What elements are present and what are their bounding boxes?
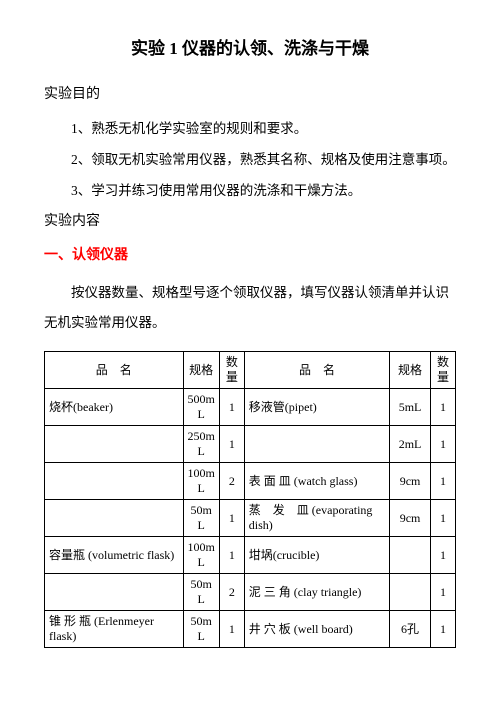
cell-qty: 1	[430, 463, 455, 500]
table-row: 容量瓶 (volumetric flask) 100mL 1 坩埚(crucib…	[45, 537, 456, 574]
cell-name: 容量瓶 (volumetric flask)	[45, 537, 184, 574]
table-row: 250mL 1 2mL 1	[45, 426, 456, 463]
table-row: 50mL 1 蒸 发 皿 (evaporating dish) 9cm 1	[45, 500, 456, 537]
cell-name	[45, 500, 184, 537]
cell-qty: 2	[219, 574, 244, 611]
cell-qty: 1	[219, 500, 244, 537]
cell-spec: 6孔	[390, 611, 431, 648]
header-name-left: 品 名	[45, 352, 184, 389]
cell-qty: 2	[219, 463, 244, 500]
cell-spec: 9cm	[390, 500, 431, 537]
cell-name	[45, 574, 184, 611]
header-name-right: 品 名	[244, 352, 389, 389]
cell-qty: 1	[430, 574, 455, 611]
cell-spec: 5mL	[390, 389, 431, 426]
cell-name: 移液管(pipet)	[244, 389, 389, 426]
equipment-table: 品 名 规格 数量 品 名 规格 数量 烧杯(beaker) 500mL 1 移…	[44, 351, 456, 648]
cell-qty: 1	[430, 611, 455, 648]
cell-qty: 1	[219, 389, 244, 426]
purpose-item: 1、熟悉无机化学实验室的规则和要求。	[44, 115, 456, 142]
cell-name: 坩埚(crucible)	[244, 537, 389, 574]
purpose-item: 3、学习并练习使用常用仪器的洗涤和干燥方法。	[44, 177, 456, 204]
cell-name	[45, 426, 184, 463]
cell-spec	[390, 537, 431, 574]
cell-qty: 1	[219, 426, 244, 463]
header-spec-left: 规格	[183, 352, 219, 389]
cell-qty: 1	[430, 500, 455, 537]
cell-name: 烧杯(beaker)	[45, 389, 184, 426]
cell-qty: 1	[430, 389, 455, 426]
cell-name: 蒸 发 皿 (evaporating dish)	[244, 500, 389, 537]
cell-name: 表 面 皿 (watch glass)	[244, 463, 389, 500]
table-row: 锥 形 瓶 (Erlenmeyer flask) 50mL 1 井 穴 板 (w…	[45, 611, 456, 648]
cell-qty: 1	[219, 611, 244, 648]
cell-name	[244, 426, 389, 463]
cell-qty: 1	[219, 537, 244, 574]
cell-qty: 1	[430, 426, 455, 463]
header-qty-left: 数量	[219, 352, 244, 389]
cell-spec: 500mL	[183, 389, 219, 426]
cell-name	[45, 463, 184, 500]
cell-name: 井 穴 板 (well board)	[244, 611, 389, 648]
content-heading: 实验内容	[44, 210, 456, 230]
cell-spec: 50mL	[183, 611, 219, 648]
cell-spec: 100mL	[183, 463, 219, 500]
cell-name: 泥 三 角 (clay triangle)	[244, 574, 389, 611]
cell-spec: 250mL	[183, 426, 219, 463]
header-qty-right: 数量	[430, 352, 455, 389]
cell-spec: 2mL	[390, 426, 431, 463]
page-title: 实验 1 仪器的认领、洗涤与干燥	[44, 34, 456, 59]
subheading-claim: 一、认领仪器	[44, 244, 456, 264]
cell-qty: 1	[430, 537, 455, 574]
header-spec-right: 规格	[390, 352, 431, 389]
table-row: 烧杯(beaker) 500mL 1 移液管(pipet) 5mL 1	[45, 389, 456, 426]
cell-spec	[390, 574, 431, 611]
cell-spec: 50mL	[183, 574, 219, 611]
table-row: 100mL 2 表 面 皿 (watch glass) 9cm 1	[45, 463, 456, 500]
purpose-heading: 实验目的	[44, 83, 456, 103]
intro-paragraph: 按仪器数量、规格型号逐个领取仪器，填写仪器认领清单并认识无机实验常用仪器。	[44, 278, 456, 337]
table-row: 50mL 2 泥 三 角 (clay triangle) 1	[45, 574, 456, 611]
table-header-row: 品 名 规格 数量 品 名 规格 数量	[45, 352, 456, 389]
cell-name: 锥 形 瓶 (Erlenmeyer flask)	[45, 611, 184, 648]
cell-spec: 9cm	[390, 463, 431, 500]
cell-spec: 50mL	[183, 500, 219, 537]
cell-spec: 100mL	[183, 537, 219, 574]
purpose-item: 2、领取无机实验常用仪器，熟悉其名称、规格及使用注意事项。	[44, 146, 456, 173]
